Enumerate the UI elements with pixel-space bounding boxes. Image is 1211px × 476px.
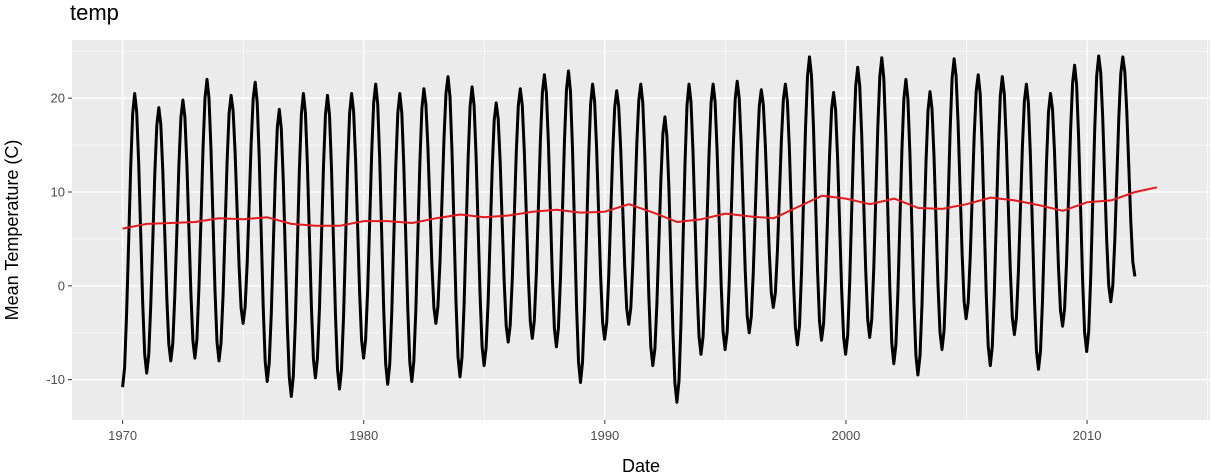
series-group <box>121 54 1158 404</box>
x-tick-label: 1990 <box>590 428 619 443</box>
x-axis-title: Date <box>622 456 660 476</box>
y-tick-label: 20 <box>51 91 65 106</box>
series-line-trend <box>122 186 1158 230</box>
series-line-temperature <box>121 54 1137 404</box>
y-axis-title: Mean Temperature (C) <box>2 140 22 321</box>
chart-title: temp <box>70 0 119 25</box>
x-tick-label: 2010 <box>1073 428 1102 443</box>
y-tick-label: 0 <box>58 278 65 293</box>
y-tick-label: -10 <box>46 372 65 387</box>
x-tick-label: 1970 <box>108 428 137 443</box>
y-tick-label: 10 <box>51 185 65 200</box>
x-tick-label: 1980 <box>349 428 378 443</box>
axes: 1970 1980 1990 2000 2010 -10 0 10 20 <box>46 91 1101 443</box>
x-tick-label: 2000 <box>831 428 860 443</box>
